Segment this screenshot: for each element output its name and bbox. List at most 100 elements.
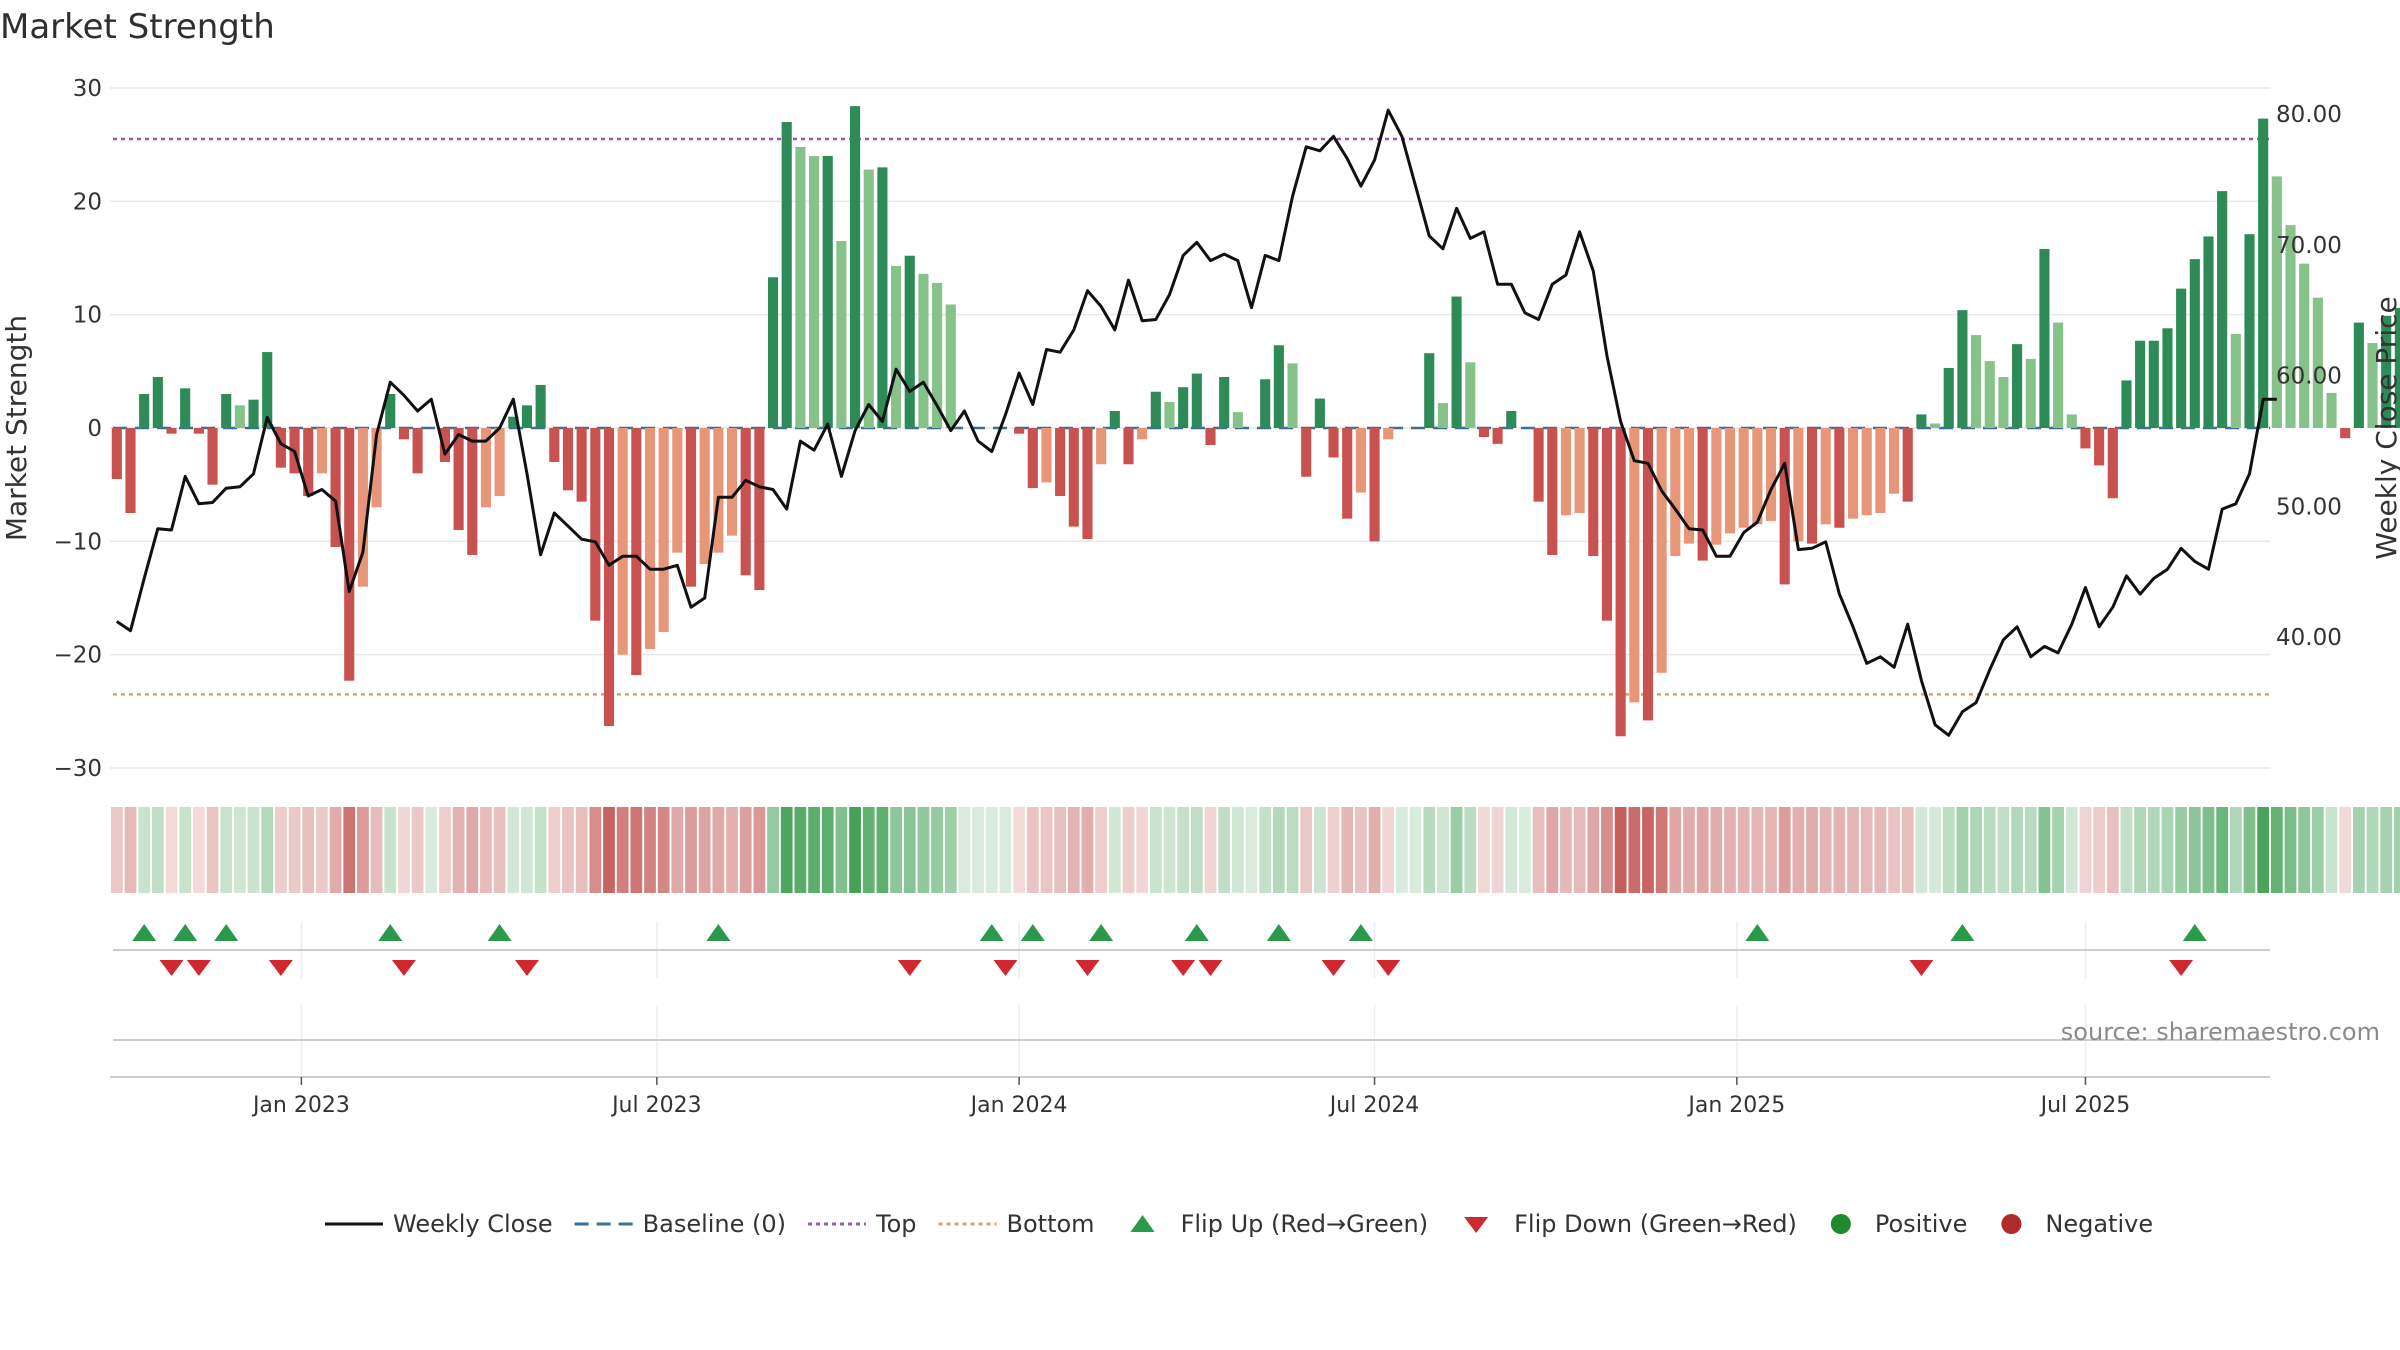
strength-bar bbox=[2312, 297, 2323, 428]
heatmap-cell bbox=[698, 807, 711, 893]
legend: Weekly Close Baseline (0) Top Bottom Flip Up… bbox=[325, 1210, 2153, 1238]
strength-bar bbox=[2326, 392, 2337, 428]
heatmap-cell bbox=[753, 807, 766, 893]
heatmap-cell bbox=[958, 807, 971, 893]
strength-bar bbox=[439, 428, 450, 462]
heatmap-cell bbox=[1956, 807, 1969, 893]
price-line-layer bbox=[115, 108, 2277, 737]
strength-bar bbox=[1219, 377, 1230, 428]
flip-up-marker bbox=[214, 924, 239, 941]
heatmap-cell bbox=[1710, 807, 1723, 893]
strength-bar bbox=[535, 384, 546, 428]
strength-bar bbox=[576, 428, 587, 502]
flip-down-marker bbox=[268, 960, 293, 976]
heatmap-cell bbox=[1970, 807, 1982, 893]
strength-bar bbox=[1560, 428, 1572, 516]
strength-bar bbox=[1670, 428, 1681, 557]
legend-swatch-circle bbox=[1830, 1214, 1851, 1234]
flip-up-marker bbox=[1348, 924, 1373, 941]
heatmap-cell bbox=[2270, 807, 2283, 893]
heatmap-cell bbox=[1888, 807, 1900, 893]
strength-bar bbox=[1834, 428, 1845, 528]
heatmap-cell bbox=[2257, 807, 2270, 893]
strength-bar bbox=[371, 428, 382, 508]
legend-item: Positive bbox=[1830, 1210, 1967, 1238]
heatmap-cell bbox=[808, 807, 820, 893]
heatmap-cell bbox=[302, 807, 315, 893]
heatmap-cell bbox=[849, 807, 861, 893]
y-left-tick-label: 20 bbox=[73, 189, 102, 215]
grid-layer bbox=[110, 87, 2270, 1075]
strength-bar bbox=[1752, 428, 1763, 525]
heatmap-cell bbox=[357, 807, 369, 893]
strength-bar bbox=[1998, 377, 2009, 428]
flip-up-marker bbox=[1089, 924, 1114, 941]
strength-bar bbox=[2121, 380, 2132, 428]
heatmap-cell bbox=[1478, 807, 1490, 893]
strength-bar bbox=[1041, 428, 1052, 483]
heatmap-cell bbox=[1190, 807, 1203, 893]
heatmap-cell bbox=[1054, 807, 1067, 893]
strength-bar bbox=[740, 428, 751, 576]
strength-bar bbox=[658, 428, 669, 632]
x-tick-label: Jan 2024 bbox=[969, 1093, 1068, 1118]
heatmap-cell bbox=[2120, 807, 2133, 893]
legend-label: Negative bbox=[2045, 1210, 2153, 1238]
strength-bar bbox=[508, 416, 519, 428]
heatmap-cell bbox=[1040, 807, 1053, 893]
strength-bar bbox=[1301, 428, 1312, 477]
x-tick-label: Jul 2023 bbox=[610, 1093, 702, 1118]
strength-bar bbox=[1506, 411, 1517, 428]
heatmap-cell bbox=[398, 807, 410, 893]
heatmap-cell bbox=[1847, 807, 1859, 893]
legend-label: Baseline (0) bbox=[643, 1210, 786, 1238]
heatmap-cell bbox=[247, 807, 260, 893]
heatmap-cell bbox=[110, 807, 123, 893]
strength-bar bbox=[248, 399, 259, 428]
heatmap-cell bbox=[712, 807, 725, 893]
heatmap-cell bbox=[1724, 807, 1736, 893]
strength-bar bbox=[685, 428, 697, 587]
heatmap-cell bbox=[275, 807, 287, 893]
strength-bar bbox=[1150, 391, 1161, 428]
y-right-tick-label: 50.00 bbox=[2276, 494, 2342, 520]
strength-bar bbox=[494, 428, 505, 496]
heatmap-cell bbox=[548, 807, 561, 893]
strength-bar bbox=[1328, 428, 1339, 458]
heatmap-cell bbox=[2024, 807, 2037, 893]
heatmap-cell bbox=[835, 807, 848, 893]
heatmap-cell bbox=[452, 807, 465, 893]
heatmap-cell bbox=[1122, 807, 1135, 893]
heatmap-cell bbox=[2243, 807, 2256, 893]
strength-bar bbox=[453, 428, 464, 530]
legend-item: Weekly Close bbox=[325, 1210, 553, 1238]
heatmap-cell bbox=[876, 807, 889, 893]
strength-bar bbox=[207, 428, 218, 485]
heatmap-cell bbox=[2216, 807, 2229, 893]
heatmap-cell bbox=[1464, 807, 1477, 893]
strength-bar bbox=[850, 106, 861, 428]
heatmap-cell bbox=[1587, 807, 1600, 893]
heatmap-cell bbox=[370, 807, 383, 893]
strength-bar bbox=[1793, 428, 1804, 542]
flip-down-marker bbox=[1321, 960, 1346, 976]
strength-bar bbox=[617, 428, 628, 655]
strength-bar bbox=[2080, 428, 2091, 449]
heatmap-cell bbox=[616, 807, 629, 893]
strength-bar bbox=[2258, 118, 2269, 428]
flip-down-marker bbox=[897, 960, 922, 976]
strength-bar bbox=[2053, 322, 2064, 428]
heatmap-cell bbox=[220, 807, 233, 893]
strength-bar bbox=[398, 428, 409, 440]
flip-markers bbox=[132, 924, 2207, 976]
strength-bar bbox=[1437, 403, 1448, 428]
strength-bar bbox=[1711, 428, 1722, 545]
heatmap-cell bbox=[2380, 807, 2393, 893]
strength-bar bbox=[2203, 236, 2214, 428]
heatmap-cell bbox=[411, 807, 424, 893]
heatmap-cell bbox=[2311, 807, 2324, 893]
heatmap-cell bbox=[985, 807, 998, 893]
heatmap-cell bbox=[1806, 807, 1818, 893]
heatmap-cell bbox=[903, 807, 916, 893]
legend-label: Bottom bbox=[1007, 1210, 1095, 1238]
